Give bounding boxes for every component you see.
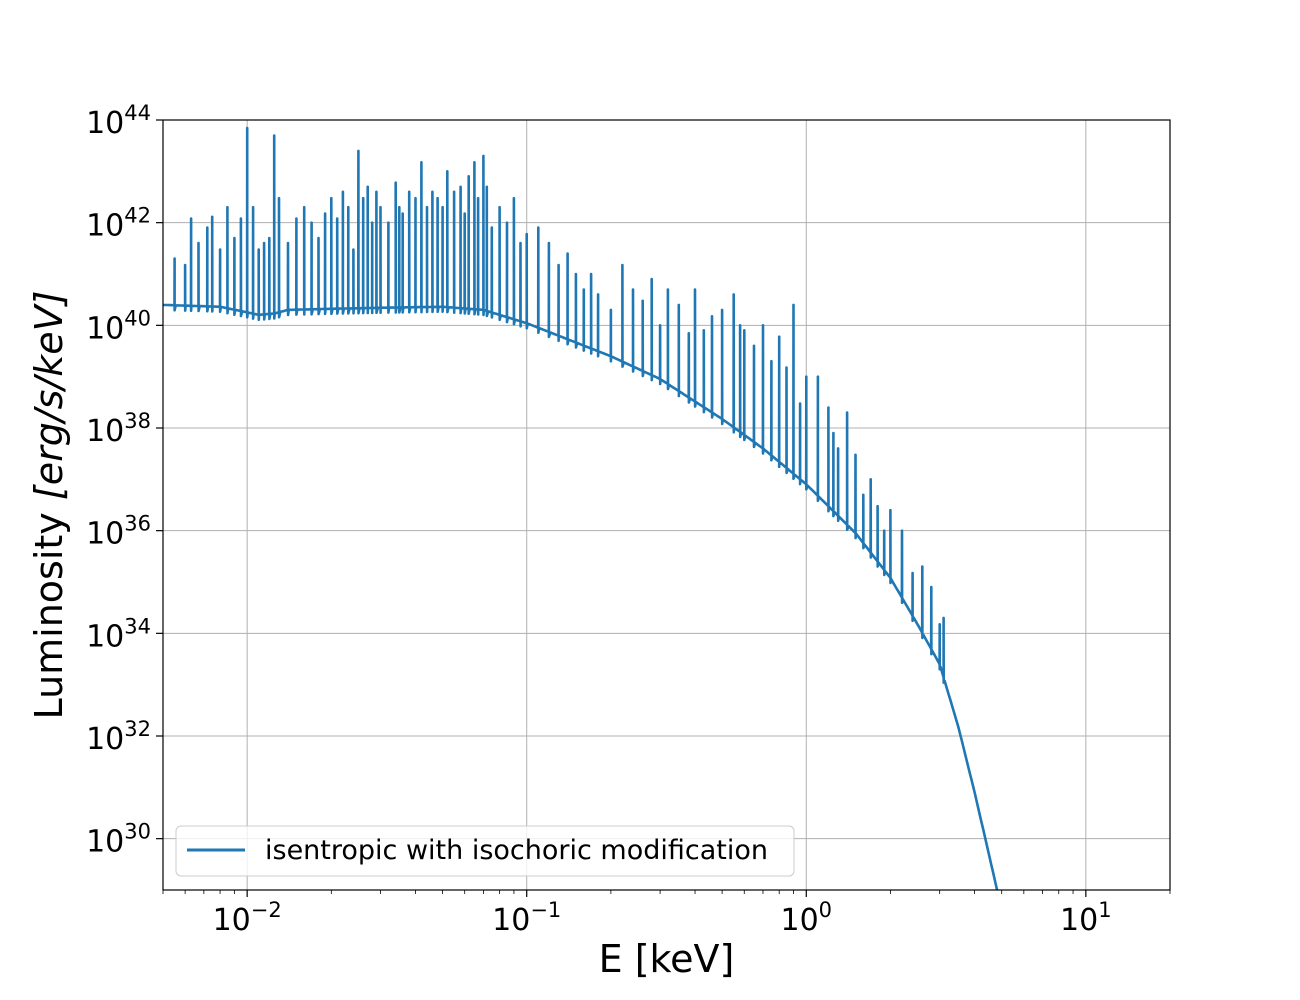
x-tick-exponent: 0 xyxy=(819,898,832,922)
x-tick-exponent: −1 xyxy=(530,898,561,922)
plot-frame xyxy=(162,119,1171,891)
x-tick-exponent: 1 xyxy=(1098,898,1111,922)
x-tick-label: 10−2 xyxy=(213,898,282,938)
y-tick-base: 10 xyxy=(86,619,124,654)
x-tick-base: 10 xyxy=(1060,903,1098,938)
x-tick-base: 10 xyxy=(213,903,251,938)
y-tick-exponent: 44 xyxy=(124,101,151,125)
y-tick-exponent: 34 xyxy=(124,614,151,638)
x-tick-label: 100 xyxy=(780,898,832,938)
y-tick-label: 1036 xyxy=(86,512,151,552)
y-tick-exponent: 30 xyxy=(124,820,151,844)
x-axis-label: E [keV] xyxy=(599,937,735,981)
y-tick-base: 10 xyxy=(86,209,124,244)
x-tick-label: 10−1 xyxy=(492,898,561,938)
legend: isentropic with isochoric modification xyxy=(175,825,795,877)
y-axis-label-units: [erg/s/keV] xyxy=(27,291,71,501)
y-tick-base: 10 xyxy=(86,311,124,346)
y-tick-exponent: 32 xyxy=(124,717,151,741)
y-tick-exponent: 36 xyxy=(124,512,151,536)
y-axis-label: Luminosity [erg/s/keV] xyxy=(27,291,71,720)
y-tick-base: 10 xyxy=(86,517,124,552)
y-tick-exponent: 38 xyxy=(124,409,151,433)
ticks: 10−2 10−1 100 10110301032103410361038104010… xyxy=(86,101,1171,938)
x-tick-label: 101 xyxy=(1060,898,1112,938)
series-layer xyxy=(163,126,999,890)
y-tick-base: 10 xyxy=(86,106,124,141)
y-tick-label: 1042 xyxy=(86,204,151,244)
legend-label: isentropic with isochoric modification xyxy=(265,835,768,866)
y-tick-label: 1030 xyxy=(86,820,151,860)
grid xyxy=(163,119,1170,890)
x-tick-exponent: −2 xyxy=(251,898,282,922)
y-tick-label: 1038 xyxy=(86,409,151,449)
y-tick-exponent: 40 xyxy=(124,306,151,330)
series-line xyxy=(163,126,999,890)
y-tick-base: 10 xyxy=(86,414,124,449)
x-tick-base: 10 xyxy=(492,903,530,938)
legend-box xyxy=(175,825,795,877)
y-tick-exponent: 42 xyxy=(124,204,151,228)
y-tick-base: 10 xyxy=(86,825,124,860)
y-tick-base: 10 xyxy=(86,722,124,757)
y-tick-label: 1044 xyxy=(86,101,151,141)
y-tick-label: 1040 xyxy=(86,306,151,346)
y-tick-label: 1032 xyxy=(86,717,151,757)
y-tick-label: 1034 xyxy=(86,614,151,654)
y-axis-label-text: Luminosity xyxy=(27,500,71,719)
x-tick-base: 10 xyxy=(780,903,818,938)
